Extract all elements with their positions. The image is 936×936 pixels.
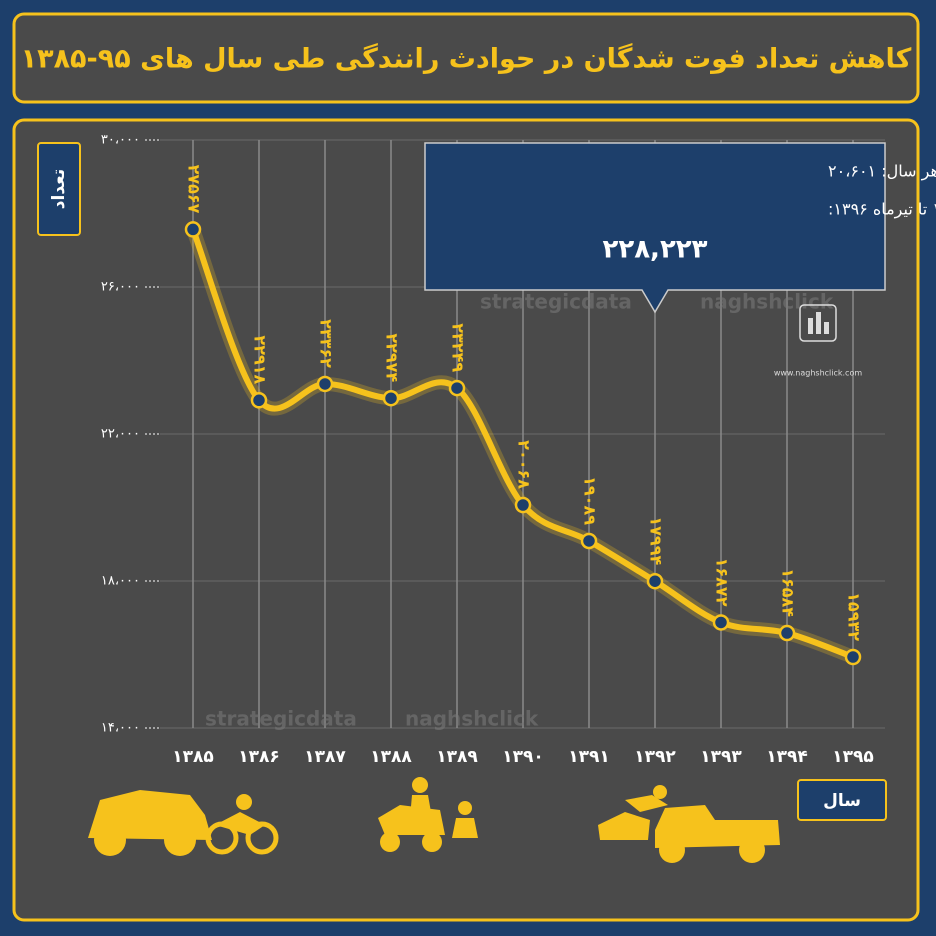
x-tick-label: ۱۳۹۴: [766, 747, 808, 767]
scooter-icon: [378, 777, 478, 852]
point: [712, 614, 730, 631]
x-label-box: [797, 779, 887, 821]
x-tick-label: ۱۳۹۵: [832, 747, 874, 767]
x-tick-label: ۱۳۸۸: [370, 747, 412, 767]
truck-crash-icon: [598, 785, 780, 863]
total-note: کل فوت شدگان از سال ۱۳۸۵ تا تیرماه ۱۳۹۶:: [828, 200, 936, 220]
data-label: ۲۲۹۱۸: [251, 335, 270, 384]
data-label: ۱۵۹۳۲: [845, 592, 864, 641]
y-tick-label: ۱۸،۰۰۰: [101, 574, 140, 589]
info-box: [424, 142, 886, 314]
x-axis-label: سال: [823, 791, 861, 811]
data-label: ۲۳۳۶۲: [317, 319, 336, 368]
data-label: ۱۷۹۹۴: [647, 516, 666, 565]
watermark: strategicdata: [480, 290, 632, 314]
x-tick-label: ۱۳۸۷: [304, 747, 346, 767]
point: [448, 379, 466, 397]
x-tick-label: ۱۳۹۰: [502, 747, 544, 767]
point: [514, 496, 532, 514]
point: [778, 624, 796, 642]
x-tick-label: ۱۳۸۵: [172, 747, 214, 767]
point: [580, 532, 598, 550]
x-tick-label: ۱۳۹۳: [700, 747, 742, 767]
point: [382, 389, 400, 407]
data-label: ۲۰۰۶۸: [515, 440, 534, 489]
y-axis-label: تعداد: [49, 169, 69, 209]
chart-panel: [12, 118, 920, 922]
car-crash-icon: [88, 790, 279, 856]
data-label: ۱۹۰۸۹: [581, 476, 600, 525]
data-label: ۱۶۸۷۲: [713, 558, 732, 607]
point: [844, 648, 862, 666]
watermark: naghshclick: [700, 290, 834, 314]
point: [646, 572, 664, 590]
x-tick-label: ۱۳۸۶: [238, 747, 280, 767]
y-tick-label: ۱۴،۰۰۰: [101, 721, 140, 736]
y-tick-label: ۲۲،۰۰۰: [101, 427, 140, 442]
watermark: naghshclick: [405, 707, 539, 731]
point: [316, 375, 334, 393]
logo: [799, 304, 837, 342]
x-tick-label: ۱۳۹۲: [634, 747, 676, 767]
point: [250, 392, 268, 409]
plot: ۱۴،۰۰۰ ۱۸،۰۰۰ ۲۲،۰۰۰ ۲۶،۰۰۰ ۳۰،۰۰۰ ۱۳۸۵ ۱۳۸۶ ۱۳…: [101, 133, 885, 767]
watermark: strategicdata: [205, 707, 357, 731]
chart-title: کاهش تعداد فوت شدگان در حوادث رانندگی طی…: [21, 43, 912, 75]
x-tick-label: ۱۳۹۱: [568, 747, 610, 767]
y-label-box: [37, 142, 81, 236]
data-label: ۲۳۲۴۹: [449, 323, 468, 372]
total-value: ۲۲۸,۲۲۳: [602, 235, 707, 265]
watermark-url: www.naghshclick.com: [774, 369, 863, 378]
y-tick-label: ۲۶،۰۰۰: [101, 280, 140, 295]
average-note: متوسط فوت شدگان در هر سال: ۲۰،۶۰۱: [828, 162, 936, 182]
data-label: ۲۲۹۷۴: [383, 333, 402, 382]
y-tick-label: ۳۰،۰۰۰: [101, 133, 140, 148]
x-tick-label: ۱۳۸۹: [436, 747, 478, 767]
data-label: ۲۷۵۶۷: [185, 165, 204, 214]
point: [184, 221, 202, 238]
title-panel: [12, 12, 920, 104]
data-label: ۱۶۵۸۴: [779, 568, 798, 617]
